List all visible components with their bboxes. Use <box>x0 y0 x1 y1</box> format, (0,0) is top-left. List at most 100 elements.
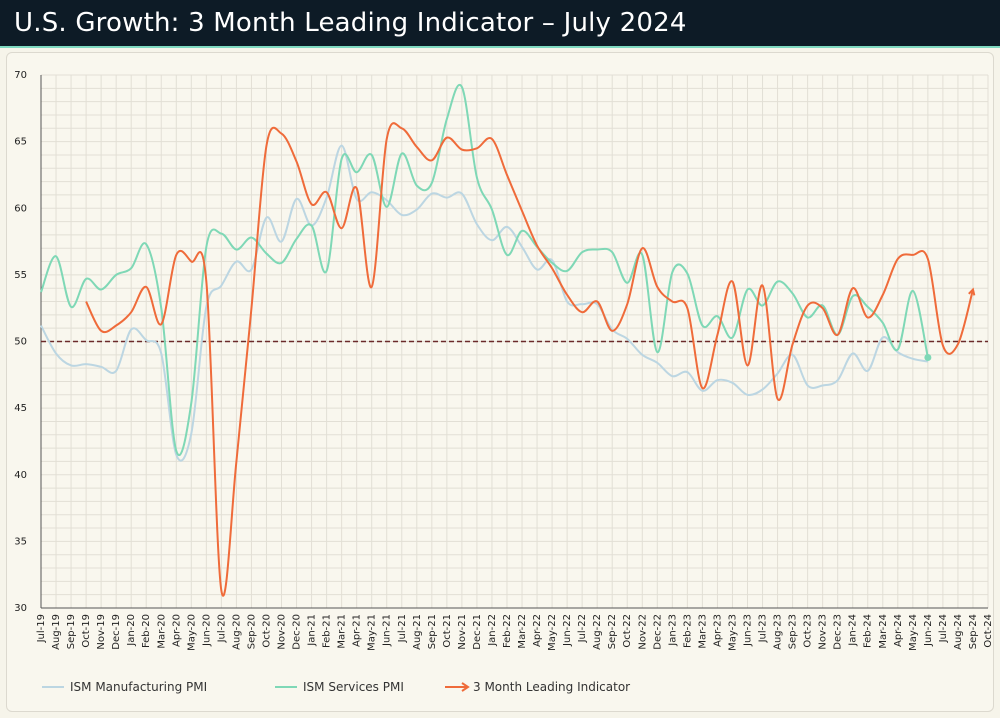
x-tick-label: Jul-23 <box>758 614 769 643</box>
data-point-3-month-leading-indicator <box>746 364 748 366</box>
data-point-3-month-leading-indicator <box>145 286 147 288</box>
data-point-ism-manufacturing-pmi <box>686 371 688 373</box>
data-point-ism-manufacturing-pmi <box>325 196 327 198</box>
x-tick-label: May-21 <box>367 614 378 651</box>
data-point-ism-services-pmi <box>325 270 327 272</box>
x-tick-label: Aug-22 <box>592 614 603 650</box>
data-point-ism-manufacturing-pmi <box>355 198 357 200</box>
x-tick-label: Mar-24 <box>878 614 889 649</box>
data-point-ism-manufacturing-pmi <box>190 432 192 434</box>
data-point-ism-manufacturing-pmi <box>55 352 57 354</box>
data-point-3-month-leading-indicator <box>220 589 222 591</box>
data-point-3-month-leading-indicator <box>310 203 312 205</box>
x-tick-label: Dec-22 <box>652 614 663 650</box>
x-tick-label: May-23 <box>727 614 738 651</box>
data-point-3-month-leading-indicator <box>626 303 628 305</box>
data-point-3-month-leading-indicator <box>671 300 673 302</box>
data-point-ism-services-pmi <box>145 243 147 245</box>
data-point-ism-services-pmi <box>476 176 478 178</box>
x-tick-label: Oct-22 <box>622 614 633 648</box>
data-point-ism-manufacturing-pmi <box>536 268 538 270</box>
data-point-ism-manufacturing-pmi <box>821 384 823 386</box>
data-point-3-month-leading-indicator <box>551 267 553 269</box>
x-tick-label: Apr-24 <box>893 614 904 647</box>
data-point-ism-services-pmi <box>566 270 568 272</box>
data-point-ism-services-pmi <box>386 206 388 208</box>
data-point-ism-manufacturing-pmi <box>716 379 718 381</box>
data-point-ism-manufacturing-pmi <box>867 370 869 372</box>
data-point-3-month-leading-indicator <box>100 330 102 332</box>
x-tick-label: Aug-21 <box>412 614 423 650</box>
data-point-ism-manufacturing-pmi <box>656 362 658 364</box>
data-point-3-month-leading-indicator <box>581 311 583 313</box>
legend-label: ISM Manufacturing PMI <box>70 680 207 694</box>
data-point-3-month-leading-indicator <box>461 148 463 150</box>
data-point-ism-manufacturing-pmi <box>852 352 854 354</box>
data-point-ism-manufacturing-pmi <box>401 214 403 216</box>
legend-arrow-icon <box>461 682 470 692</box>
data-point-ism-manufacturing-pmi <box>461 192 463 194</box>
data-point-ism-manufacturing-pmi <box>521 246 523 248</box>
data-point-3-month-leading-indicator <box>491 138 493 140</box>
data-point-ism-manufacturing-pmi <box>491 239 493 241</box>
x-tick-label: Oct-24 <box>983 614 994 648</box>
data-point-ism-services-pmi <box>280 262 282 264</box>
data-point-ism-services-pmi <box>175 450 177 452</box>
data-point-ism-services-pmi <box>130 267 132 269</box>
data-point-ism-manufacturing-pmi <box>731 382 733 384</box>
data-point-ism-manufacturing-pmi <box>671 375 673 377</box>
data-point-ism-services-pmi <box>431 182 433 184</box>
x-tick-label: Oct-20 <box>261 614 272 648</box>
data-point-3-month-leading-indicator <box>431 159 433 161</box>
data-point-ism-services-pmi <box>340 158 342 160</box>
x-tick-label: Apr-21 <box>352 614 363 647</box>
data-point-3-month-leading-indicator <box>761 284 763 286</box>
data-point-ism-services-pmi <box>912 290 914 292</box>
data-point-3-month-leading-indicator <box>205 280 207 282</box>
data-point-ism-manufacturing-pmi <box>160 352 162 354</box>
x-tick-label: Jun-21 <box>382 614 393 647</box>
data-point-3-month-leading-indicator <box>85 300 87 302</box>
data-point-3-month-leading-indicator <box>852 287 854 289</box>
series-line-ism-manufacturing-pmi <box>40 144 929 462</box>
data-point-ism-manufacturing-pmi <box>340 144 342 146</box>
x-tick-label: Dec-23 <box>833 614 844 650</box>
x-tick-label: Feb-22 <box>502 614 513 648</box>
data-point-ism-services-pmi <box>461 86 463 88</box>
series-line-ism-services-pmi <box>40 83 929 457</box>
x-tick-label: Aug-19 <box>51 614 62 650</box>
data-point-3-month-leading-indicator <box>957 343 959 345</box>
data-point-ism-services-pmi <box>806 316 808 318</box>
data-point-ism-manufacturing-pmi <box>295 198 297 200</box>
data-point-ism-services-pmi <box>40 291 42 293</box>
data-point-3-month-leading-indicator <box>340 227 342 229</box>
data-point-ism-manufacturing-pmi <box>250 268 252 270</box>
data-point-ism-manufacturing-pmi <box>145 339 147 341</box>
data-point-ism-services-pmi <box>220 232 222 234</box>
data-point-3-month-leading-indicator <box>265 144 267 146</box>
x-tick-label: Mar-22 <box>517 614 528 649</box>
series-end-arrow-icon <box>968 287 976 296</box>
data-point-3-month-leading-indicator <box>686 307 688 309</box>
data-point-ism-services-pmi <box>250 236 252 238</box>
x-tick-label: May-22 <box>547 614 558 651</box>
data-point-3-month-leading-indicator <box>912 254 914 256</box>
data-point-ism-services-pmi <box>491 208 493 210</box>
x-tick-label: Feb-21 <box>322 614 333 648</box>
legend-label: 3 Month Leading Indicator <box>473 680 630 694</box>
data-point-3-month-leading-indicator <box>882 294 884 296</box>
data-point-3-month-leading-indicator <box>806 304 808 306</box>
data-point-ism-services-pmi <box>791 292 793 294</box>
data-point-ism-services-pmi <box>355 171 357 173</box>
title-bar: U.S. Growth: 3 Month Leading Indicator –… <box>0 0 1000 48</box>
data-point-ism-manufacturing-pmi <box>897 351 899 353</box>
data-point-3-month-leading-indicator <box>897 258 899 260</box>
x-tick-label: Jul-22 <box>577 614 588 643</box>
data-point-ism-services-pmi <box>867 306 869 308</box>
x-tick-label: Mar-23 <box>697 614 708 649</box>
data-point-ism-services-pmi <box>701 324 703 326</box>
data-point-3-month-leading-indicator <box>521 210 523 212</box>
x-tick-label: Feb-24 <box>863 614 874 648</box>
data-point-ism-manufacturing-pmi <box>280 240 282 242</box>
